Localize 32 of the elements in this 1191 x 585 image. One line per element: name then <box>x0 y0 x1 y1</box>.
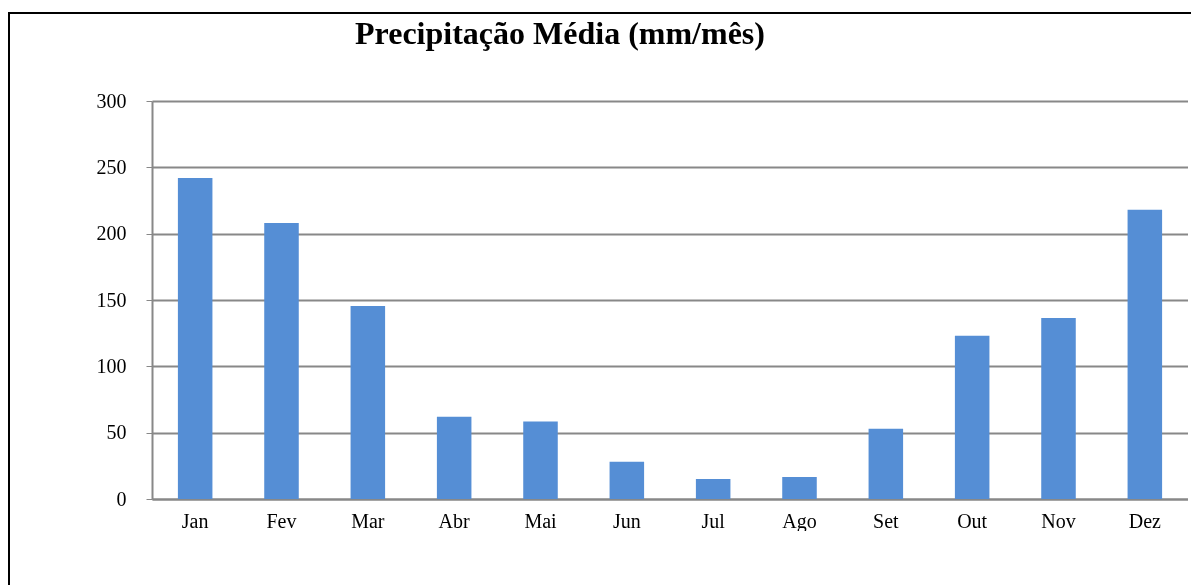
x-tick-label: Ago <box>782 509 817 533</box>
y-tick-label: 50 <box>106 421 127 444</box>
x-tick-label: Jul <box>701 509 726 532</box>
bar <box>868 428 904 499</box>
bar <box>436 416 472 499</box>
y-tick-label: 200 <box>96 222 127 245</box>
x-tick-label: Set <box>873 509 900 532</box>
x-tick-label: Nov <box>1041 509 1076 532</box>
bar <box>350 305 386 499</box>
y-tick-label: 300 <box>96 89 127 112</box>
x-tick-label: Fev <box>266 509 297 532</box>
bar <box>609 461 645 499</box>
bar <box>954 335 990 499</box>
bar <box>523 421 558 499</box>
x-tick-label: Dez <box>1128 509 1162 532</box>
bar <box>1041 317 1076 499</box>
x-tick-label: Mar <box>351 509 385 532</box>
y-tick-label: 150 <box>96 288 127 311</box>
chart-title: Precipitação Média (mm/mês) <box>355 15 765 51</box>
x-tick-label: Abr <box>438 509 471 532</box>
x-tick-label: Jun <box>612 509 641 532</box>
y-tick-label: 250 <box>96 155 127 178</box>
x-tick-label: Mai <box>524 509 558 532</box>
x-tick-label: Out <box>957 509 988 532</box>
bar <box>695 479 731 499</box>
bar <box>177 177 213 499</box>
bar <box>1127 209 1163 499</box>
bar <box>264 223 299 499</box>
bar <box>782 477 817 499</box>
y-tick-label: 100 <box>96 354 127 377</box>
y-tick-label: 0 <box>116 487 127 510</box>
x-tick-label: Jan <box>181 509 209 532</box>
